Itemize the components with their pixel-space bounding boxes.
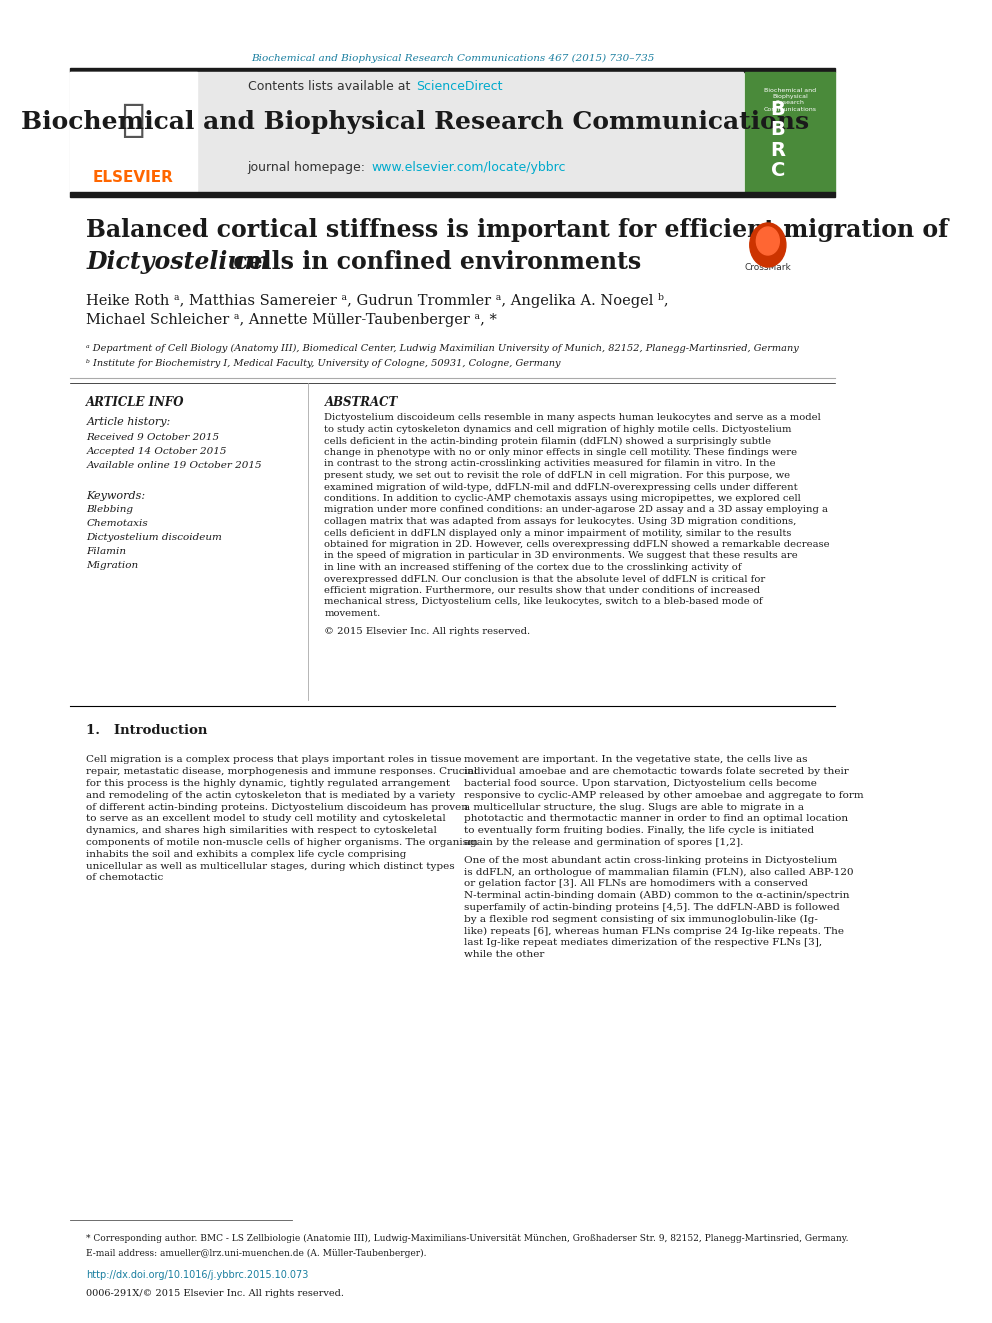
- Text: Biochemical and Biophysical Research Communications: Biochemical and Biophysical Research Com…: [21, 110, 808, 134]
- Text: cells deficient in ddFLN displayed only a minor impairment of motility, similar : cells deficient in ddFLN displayed only …: [324, 528, 792, 537]
- Bar: [70, 192, 835, 197]
- Text: to serve as an excellent model to study cell motility and cytoskeletal: to serve as an excellent model to study …: [86, 815, 446, 823]
- Text: individual amoebae and are chemotactic towards folate secreted by their: individual amoebae and are chemotactic t…: [464, 767, 849, 777]
- Text: Heike Roth ᵃ, Matthias Samereier ᵃ, Gudrun Trommler ᵃ, Angelika A. Noegel ᵇ,: Heike Roth ᵃ, Matthias Samereier ᵃ, Gudr…: [86, 292, 669, 307]
- Text: ScienceDirect: ScienceDirect: [417, 79, 503, 93]
- Text: * Corresponding author. BMC - LS Zellbiologie (Anatomie III), Ludwig-Maximilians: * Corresponding author. BMC - LS Zellbio…: [86, 1233, 849, 1242]
- Text: One of the most abundant actin cross-linking proteins in Dictyostelium: One of the most abundant actin cross-lin…: [464, 856, 837, 865]
- Bar: [70, 71, 743, 192]
- Text: movement are important. In the vegetative state, the cells live as: movement are important. In the vegetativ…: [464, 755, 807, 765]
- Text: B
B
R
C: B B R C: [770, 99, 786, 180]
- Text: or gelation factor [3]. All FLNs are homodimers with a conserved: or gelation factor [3]. All FLNs are hom…: [464, 880, 808, 889]
- Text: Article history:: Article history:: [86, 417, 171, 427]
- Text: Chemotaxis: Chemotaxis: [86, 520, 148, 528]
- Text: to study actin cytoskeleton dynamics and cell migration of highly motile cells. : to study actin cytoskeleton dynamics and…: [324, 425, 792, 434]
- Text: by a flexible rod segment consisting of six immunoglobulin-like (Ig-: by a flexible rod segment consisting of …: [464, 914, 818, 923]
- Circle shape: [750, 224, 786, 267]
- Text: mechanical stress, Dictyostelium cells, like leukocytes, switch to a bleb-based : mechanical stress, Dictyostelium cells, …: [324, 598, 763, 606]
- Text: Biochemical and
Biophysical
Research
Communications: Biochemical and Biophysical Research Com…: [764, 89, 816, 111]
- Text: movement.: movement.: [324, 609, 381, 618]
- Text: migration under more confined conditions: an under-agarose 2D assay and a 3D ass: migration under more confined conditions…: [324, 505, 828, 515]
- Text: Keywords:: Keywords:: [86, 491, 146, 501]
- Text: Dictyostelium: Dictyostelium: [86, 250, 270, 274]
- Text: in contrast to the strong actin-crosslinking activities measured for filamin in : in contrast to the strong actin-crosslin…: [324, 459, 776, 468]
- Text: Filamin: Filamin: [86, 548, 126, 557]
- Text: in line with an increased stiffening of the cortex due to the crosslinking activ: in line with an increased stiffening of …: [324, 564, 742, 572]
- Text: of chemotactic: of chemotactic: [86, 873, 164, 882]
- Text: Contents lists available at: Contents lists available at: [248, 79, 415, 93]
- Text: Dictyostelium discoideum cells resemble in many aspects human leukocytes and ser: Dictyostelium discoideum cells resemble …: [324, 414, 821, 422]
- Text: ᵃ Department of Cell Biology (Anatomy III), Biomedical Center, Ludwig Maximilian: ᵃ Department of Cell Biology (Anatomy II…: [86, 344, 800, 352]
- Text: cells in confined environments: cells in confined environments: [225, 250, 642, 274]
- Text: dynamics, and shares high similarities with respect to cytoskeletal: dynamics, and shares high similarities w…: [86, 827, 437, 835]
- Text: N-terminal actin-binding domain (ABD) common to the α-actinin/spectrin: N-terminal actin-binding domain (ABD) co…: [464, 892, 849, 901]
- Text: Biochemical and Biophysical Research Communications 467 (2015) 730–735: Biochemical and Biophysical Research Com…: [251, 53, 655, 62]
- Text: to eventually form fruiting bodies. Finally, the life cycle is initiated: to eventually form fruiting bodies. Fina…: [464, 827, 814, 835]
- Text: again by the release and germination of spores [1,2].: again by the release and germination of …: [464, 837, 743, 847]
- Text: conditions. In addition to cyclic-AMP chemotaxis assays using micropipettes, we : conditions. In addition to cyclic-AMP ch…: [324, 493, 802, 503]
- Text: components of motile non-muscle cells of higher organisms. The organism: components of motile non-muscle cells of…: [86, 837, 478, 847]
- Text: responsive to cyclic-AMP released by other amoebae and aggregate to form: responsive to cyclic-AMP released by oth…: [464, 791, 864, 800]
- Text: cells deficient in the actin-binding protein filamin (ddFLN) showed a surprising: cells deficient in the actin-binding pro…: [324, 437, 772, 446]
- Text: http://dx.doi.org/10.1016/j.ybbrc.2015.10.073: http://dx.doi.org/10.1016/j.ybbrc.2015.1…: [86, 1270, 309, 1279]
- Text: of different actin-binding proteins. Dictyostelium discoideum has proven: of different actin-binding proteins. Dic…: [86, 803, 468, 812]
- Text: inhabits the soil and exhibits a complex life cycle comprising: inhabits the soil and exhibits a complex…: [86, 849, 407, 859]
- Text: CrossMark: CrossMark: [744, 263, 792, 273]
- Text: bacterial food source. Upon starvation, Dictyostelium cells become: bacterial food source. Upon starvation, …: [464, 779, 817, 789]
- Text: like) repeats [6], whereas human FLNs comprise 24 Ig-like repeats. The: like) repeats [6], whereas human FLNs co…: [464, 926, 844, 935]
- Text: while the other: while the other: [464, 950, 545, 959]
- Text: and remodeling of the actin cytoskeleton that is mediated by a variety: and remodeling of the actin cytoskeleton…: [86, 791, 455, 800]
- Text: ABSTRACT: ABSTRACT: [324, 396, 398, 409]
- Text: Dictyostelium discoideum: Dictyostelium discoideum: [86, 533, 222, 542]
- Text: © 2015 Elsevier Inc. All rights reserved.: © 2015 Elsevier Inc. All rights reserved…: [324, 627, 531, 635]
- Text: Michael Schleicher ᵃ, Annette Müller-Taubenberger ᵃ, *: Michael Schleicher ᵃ, Annette Müller-Tau…: [86, 314, 497, 327]
- Text: Cell migration is a complex process that plays important roles in tissue: Cell migration is a complex process that…: [86, 755, 462, 765]
- Text: a multicellular structure, the slug. Slugs are able to migrate in a: a multicellular structure, the slug. Slu…: [464, 803, 805, 812]
- Text: www.elsevier.com/locate/ybbrc: www.elsevier.com/locate/ybbrc: [371, 161, 565, 175]
- Text: Available online 19 October 2015: Available online 19 October 2015: [86, 462, 262, 471]
- Bar: [745, 71, 835, 192]
- Text: last Ig-like repeat mediates dimerization of the respective FLNs [3],: last Ig-like repeat mediates dimerizatio…: [464, 938, 822, 947]
- Text: in the speed of migration in particular in 3D environments. We suggest that thes: in the speed of migration in particular …: [324, 552, 799, 561]
- Text: examined migration of wild-type, ddFLN-mil and ddFLN-overexpressing cells under : examined migration of wild-type, ddFLN-m…: [324, 483, 799, 492]
- Circle shape: [756, 228, 780, 255]
- Text: present study, we set out to revisit the role of ddFLN in cell migration. For th: present study, we set out to revisit the…: [324, 471, 791, 480]
- Text: ELSEVIER: ELSEVIER: [92, 171, 174, 185]
- Text: ᵇ Institute for Biochemistry I, Medical Faculty, University of Cologne, 50931, C: ᵇ Institute for Biochemistry I, Medical …: [86, 359, 560, 368]
- Text: Accepted 14 October 2015: Accepted 14 October 2015: [86, 447, 227, 456]
- Text: 1.   Introduction: 1. Introduction: [86, 724, 207, 737]
- Text: unicellular as well as multicellular stages, during which distinct types: unicellular as well as multicellular sta…: [86, 861, 455, 871]
- Text: ARTICLE INFO: ARTICLE INFO: [86, 396, 185, 409]
- Text: overexpressed ddFLN. Our conclusion is that the absolute level of ddFLN is criti: overexpressed ddFLN. Our conclusion is t…: [324, 574, 766, 583]
- Text: obtained for migration in 2D. However, cells overexpressing ddFLN showed a remar: obtained for migration in 2D. However, c…: [324, 540, 830, 549]
- Text: 🌳: 🌳: [121, 101, 145, 139]
- Text: superfamily of actin-binding proteins [4,5]. The ddFLN-ABD is followed: superfamily of actin-binding proteins [4…: [464, 904, 840, 912]
- Text: efficient migration. Furthermore, our results show that under conditions of incr: efficient migration. Furthermore, our re…: [324, 586, 761, 595]
- Text: phototactic and thermotactic manner in order to find an optimal location: phototactic and thermotactic manner in o…: [464, 815, 848, 823]
- Text: 0006-291X/© 2015 Elsevier Inc. All rights reserved.: 0006-291X/© 2015 Elsevier Inc. All right…: [86, 1289, 344, 1298]
- Text: Blebbing: Blebbing: [86, 505, 133, 515]
- Text: is ddFLN, an orthologue of mammalian filamin (FLN), also called ABP-120: is ddFLN, an orthologue of mammalian fil…: [464, 868, 854, 877]
- Text: Migration: Migration: [86, 561, 139, 570]
- Bar: [70, 67, 835, 71]
- Bar: [70, 71, 197, 192]
- Text: journal homepage:: journal homepage:: [248, 161, 370, 175]
- Text: for this process is the highly dynamic, tightly regulated arrangement: for this process is the highly dynamic, …: [86, 779, 450, 789]
- Text: collagen matrix that was adapted from assays for leukocytes. Using 3D migration : collagen matrix that was adapted from as…: [324, 517, 797, 527]
- Text: Balanced cortical stiffness is important for efficient migration of: Balanced cortical stiffness is important…: [86, 218, 948, 242]
- Text: E-mail address: amueller@lrz.uni-muenchen.de (A. Müller-Taubenberger).: E-mail address: amueller@lrz.uni-muenche…: [86, 1249, 427, 1258]
- Text: Received 9 October 2015: Received 9 October 2015: [86, 434, 219, 442]
- Text: repair, metastatic disease, morphogenesis and immune responses. Crucial: repair, metastatic disease, morphogenesi…: [86, 767, 477, 777]
- Text: change in phenotype with no or only minor effects in single cell motility. These: change in phenotype with no or only mino…: [324, 448, 798, 456]
